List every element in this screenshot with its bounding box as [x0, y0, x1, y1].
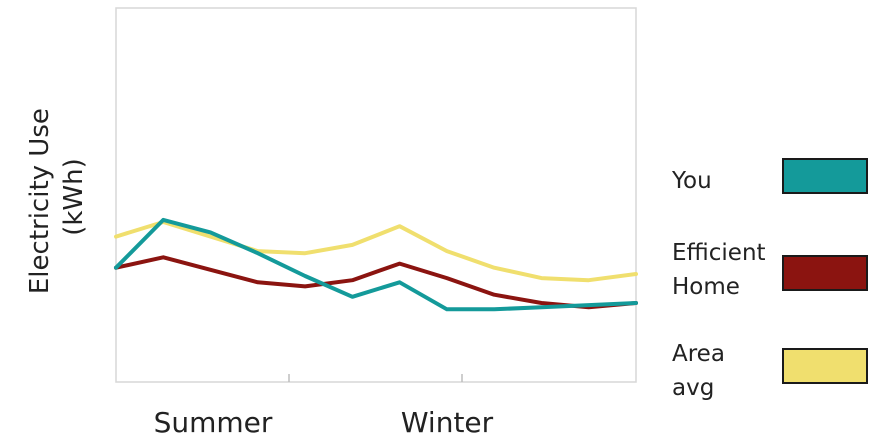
- x-tick-label-summer: Summer: [154, 406, 273, 439]
- series-line-you: [114, 217, 638, 312]
- x-tick-label-winter: Winter: [401, 406, 494, 439]
- legend-label-you: You: [672, 168, 712, 194]
- legend-label-efficient-home: Efficient Home: [672, 240, 766, 300]
- plot-area: [115, 7, 637, 383]
- series-lines: [114, 217, 638, 312]
- legend-swatch-you: [782, 158, 868, 194]
- series-line-efficient-home: [114, 255, 638, 310]
- legend-label-area-avg: Area avg: [672, 341, 725, 401]
- legend-swatch-area-avg: [782, 348, 868, 384]
- legend-swatch-efficient-home: [782, 255, 868, 291]
- y-axis-label: Electricity Use (kWh): [25, 100, 89, 294]
- x-ticks: Summer Winter: [154, 374, 494, 439]
- series-line-area-avg: [114, 220, 638, 283]
